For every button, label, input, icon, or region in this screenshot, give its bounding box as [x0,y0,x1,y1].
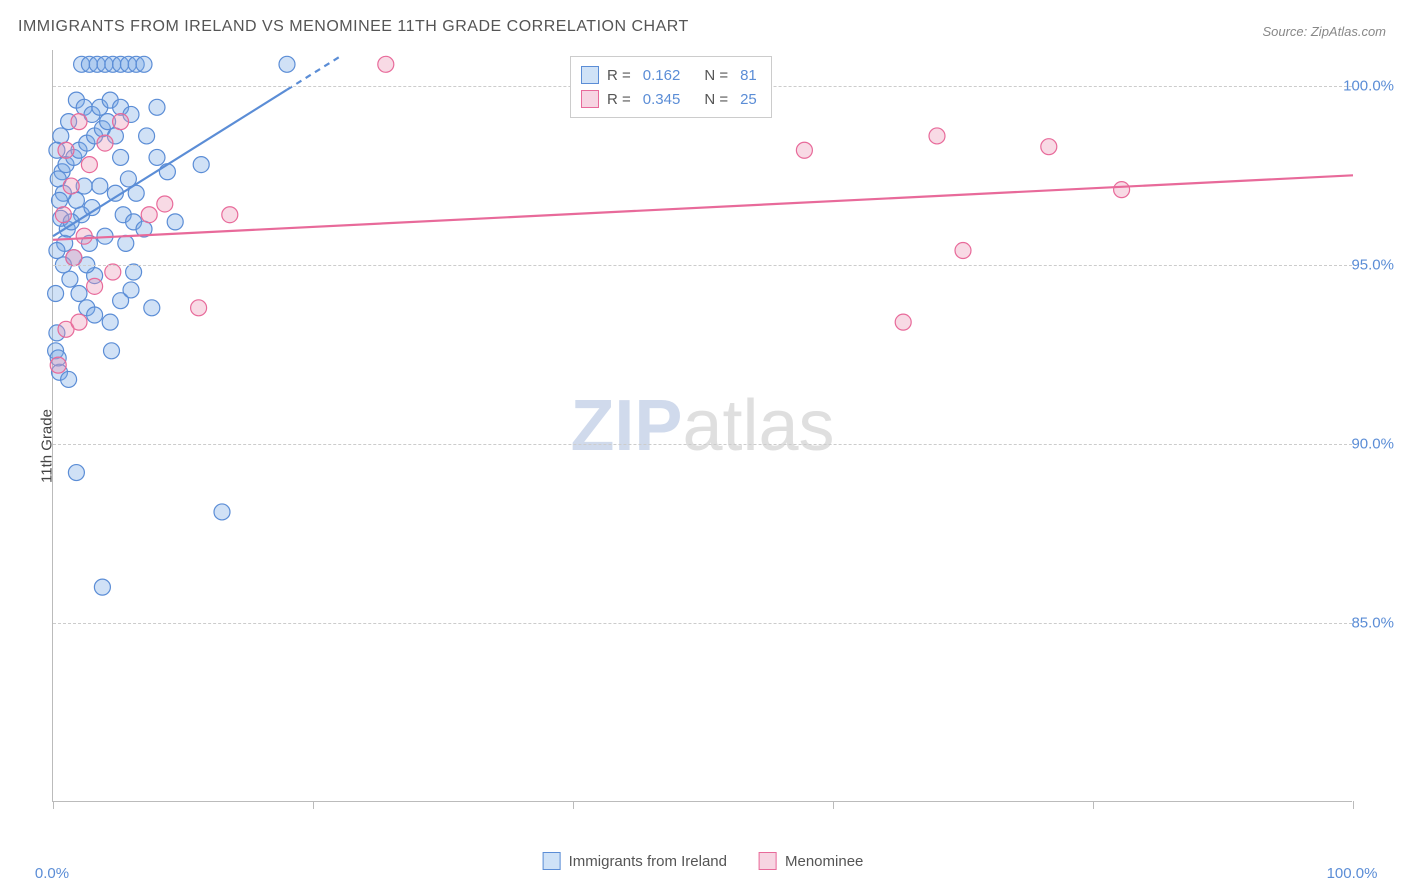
legend-n-value: 81 [740,67,757,84]
data-point [167,214,183,230]
y-tick-label: 100.0% [1343,77,1394,94]
x-tick [53,801,54,809]
x-tick [1353,801,1354,809]
x-tick [833,801,834,809]
data-point [118,235,134,251]
legend-swatch [759,852,777,870]
x-tick [573,801,574,809]
data-point [104,343,120,359]
legend-swatch [543,852,561,870]
legend-n-key: N = [704,91,728,108]
x-tick [1093,801,1094,809]
data-point [279,56,295,72]
data-point [58,142,74,158]
data-point [66,250,82,266]
legend-n-key: N = [704,67,728,84]
data-point [929,128,945,144]
data-point [92,178,108,194]
data-point [102,314,118,330]
data-point [49,243,65,259]
data-point [126,264,142,280]
data-point [157,196,173,212]
data-point [81,157,97,173]
y-tick-label: 95.0% [1351,256,1394,273]
data-point [105,264,121,280]
data-point [71,314,87,330]
data-point [94,579,110,595]
data-point [895,314,911,330]
data-point [53,128,69,144]
data-point [1114,182,1130,198]
data-point [144,300,160,316]
legend-swatch [581,66,599,84]
trend-line [53,175,1353,239]
source-attribution: Source: ZipAtlas.com [1262,24,1386,39]
series-legend: Immigrants from Ireland Menominee [543,852,864,870]
data-point [62,271,78,287]
data-point [141,207,157,223]
data-point [61,371,77,387]
legend-label: Menominee [785,853,863,870]
data-point [378,56,394,72]
data-point [71,286,87,302]
legend-r-key: R = [607,91,631,108]
gridline [53,265,1352,266]
data-point [193,157,209,173]
data-point [139,128,155,144]
data-point [955,243,971,259]
data-point [87,307,103,323]
y-tick-label: 85.0% [1351,614,1394,631]
legend-item: Immigrants from Ireland [543,852,727,870]
data-point [191,300,207,316]
data-point [52,192,68,208]
chart-title: IMMIGRANTS FROM IRELAND VS MENOMINEE 11T… [18,18,689,36]
data-point [55,207,71,223]
plot-area: ZIPatlas [52,50,1352,802]
data-point [1041,139,1057,155]
x-tick-label: 0.0% [35,865,69,882]
gridline [53,444,1352,445]
legend-row: R = 0.162 N = 81 [581,63,757,87]
legend-r-value: 0.345 [643,91,681,108]
x-tick-label: 100.0% [1327,865,1378,882]
data-point [113,114,129,130]
data-point [214,504,230,520]
data-point [87,278,103,294]
legend-label: Immigrants from Ireland [569,853,727,870]
data-point [136,56,152,72]
legend-r-key: R = [607,67,631,84]
gridline [53,623,1352,624]
legend-row: R = 0.345 N = 25 [581,87,757,111]
data-point [76,228,92,244]
data-point [97,135,113,151]
data-point [222,207,238,223]
legend-r-value: 0.162 [643,67,681,84]
legend-item: Menominee [759,852,863,870]
data-point [50,357,66,373]
data-point [71,114,87,130]
data-point [159,164,175,180]
legend-swatch [581,90,599,108]
data-point [123,282,139,298]
data-point [796,142,812,158]
y-tick-label: 90.0% [1351,435,1394,452]
correlation-legend: R = 0.162 N = 81 R = 0.345 N = 25 [570,56,772,118]
data-point [113,149,129,165]
data-point [48,286,64,302]
data-point [149,149,165,165]
data-point [68,465,84,481]
chart-svg [53,50,1352,801]
x-tick [313,801,314,809]
data-point [63,178,79,194]
legend-n-value: 25 [740,91,757,108]
data-point [149,99,165,115]
